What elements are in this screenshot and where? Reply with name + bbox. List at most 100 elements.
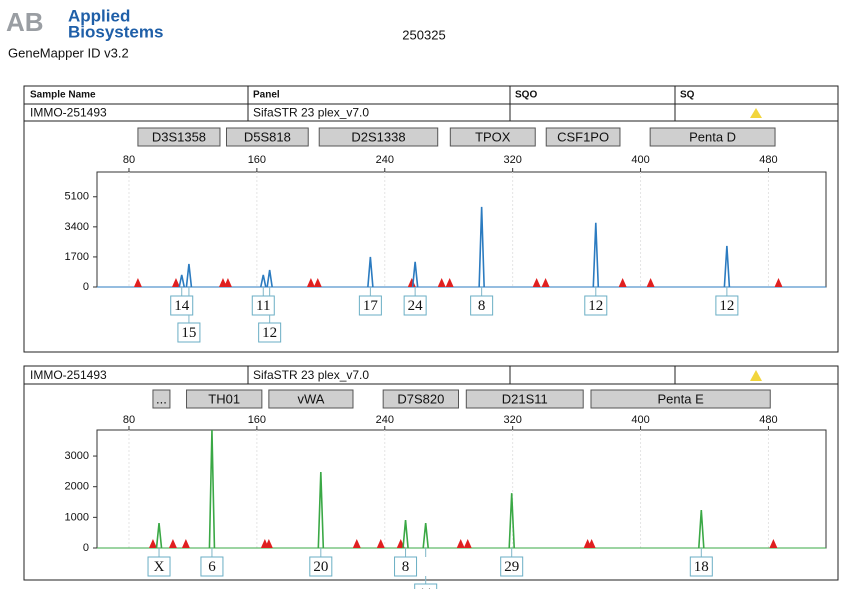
allele-box	[309, 556, 333, 577]
marker-name: vWA	[297, 391, 324, 406]
bin-marker	[181, 539, 190, 548]
marker-name: D2S1338	[351, 129, 405, 144]
logo-line2: Biosystems	[68, 22, 163, 41]
allele-label: 14	[174, 298, 190, 314]
x-tick-label: 320	[503, 414, 521, 426]
marker-name: D3S1358	[152, 129, 206, 144]
bin-marker	[437, 278, 446, 287]
peak	[592, 222, 600, 288]
allele-box	[470, 295, 494, 316]
allele-box	[147, 556, 171, 577]
panel-name: SifaSTR 23 plex_v7.0	[253, 368, 369, 382]
allele-label: 24	[408, 298, 424, 314]
peak	[266, 269, 273, 288]
bin-marker	[133, 278, 142, 287]
software-name: GeneMapper ID v3.2	[8, 45, 129, 60]
column-header: Panel	[253, 90, 280, 101]
allele-label: 29	[504, 559, 519, 575]
allele-label: 18	[694, 559, 709, 575]
allele-box	[251, 295, 275, 316]
bin-marker	[463, 539, 472, 548]
allele-label: 8	[402, 559, 410, 575]
allele-label: 12	[262, 325, 277, 341]
peak	[411, 261, 419, 288]
column-header: Sample Name	[30, 90, 96, 101]
bin-marker	[352, 539, 361, 548]
marker-box	[318, 127, 439, 147]
sample-name: IMMO-251493	[30, 106, 107, 120]
peak	[208, 429, 216, 549]
marker-box	[268, 389, 354, 409]
marker-box	[152, 389, 171, 409]
x-tick-label: 320	[503, 154, 521, 166]
panel-frame	[23, 365, 839, 581]
panel-name: SifaSTR 23 plex_v7.0	[253, 106, 369, 120]
sample-name: IMMO-251493	[30, 368, 107, 382]
marker-box	[465, 389, 584, 409]
peak	[185, 263, 193, 288]
marker-box	[649, 127, 776, 147]
quality-flag	[750, 370, 762, 381]
allele-label: X	[154, 559, 165, 575]
bin-marker	[376, 539, 385, 548]
bin-marker	[445, 278, 454, 287]
bin-marker	[618, 278, 627, 287]
allele-label: 12	[719, 298, 734, 314]
peak	[402, 520, 409, 549]
bin-marker	[313, 278, 322, 287]
allele-box	[715, 295, 739, 316]
x-tick-label: 80	[123, 154, 135, 166]
marker-box	[137, 127, 221, 147]
allele-box	[584, 295, 608, 316]
y-tick-label: 3400	[65, 221, 89, 233]
bin-marker	[171, 278, 180, 287]
x-tick-label: 160	[248, 414, 266, 426]
allele-box	[358, 295, 382, 316]
marker-name: ...	[156, 391, 167, 406]
marker-name: D5S818	[244, 129, 291, 144]
peak	[259, 274, 267, 288]
peak	[478, 206, 485, 288]
allele-label: 11	[418, 586, 432, 589]
peak	[367, 256, 374, 288]
column-header: SQ	[680, 90, 695, 101]
allele-box	[177, 322, 201, 343]
peak	[155, 522, 163, 549]
allele-label: 17	[363, 298, 379, 314]
x-tick-label: 80	[123, 414, 135, 426]
peak	[317, 471, 325, 549]
column-header: SQO	[515, 90, 537, 101]
x-tick-label: 480	[759, 414, 777, 426]
marker-name: Penta E	[657, 391, 704, 406]
allele-box	[200, 556, 224, 577]
y-tick-label: 3000	[65, 450, 89, 462]
x-tick-label: 400	[631, 154, 649, 166]
bin-marker	[148, 539, 157, 548]
allele-box	[170, 295, 194, 316]
bin-marker	[306, 278, 315, 287]
allele-label: 20	[313, 559, 328, 575]
y-tick-label: 0	[83, 281, 89, 293]
marker-name: D7S820	[397, 391, 444, 406]
marker-name: Penta D	[689, 129, 736, 144]
run-id: 250325	[402, 27, 445, 42]
bin-marker	[456, 539, 465, 548]
allele-label: 15	[181, 325, 196, 341]
bin-marker	[769, 539, 778, 548]
peak	[508, 493, 515, 549]
allele-box	[394, 556, 418, 577]
allele-box	[414, 583, 438, 589]
allele-box	[403, 295, 427, 316]
bin-marker	[587, 539, 596, 548]
bin-marker	[774, 278, 783, 287]
allele-label: 12	[588, 298, 603, 314]
marker-box	[545, 127, 621, 147]
marker-box	[449, 127, 536, 147]
bin-marker	[646, 278, 655, 287]
bin-marker	[532, 278, 541, 287]
y-tick-label: 2000	[65, 481, 89, 493]
marker-box	[382, 389, 459, 409]
panel-frame	[23, 85, 839, 353]
